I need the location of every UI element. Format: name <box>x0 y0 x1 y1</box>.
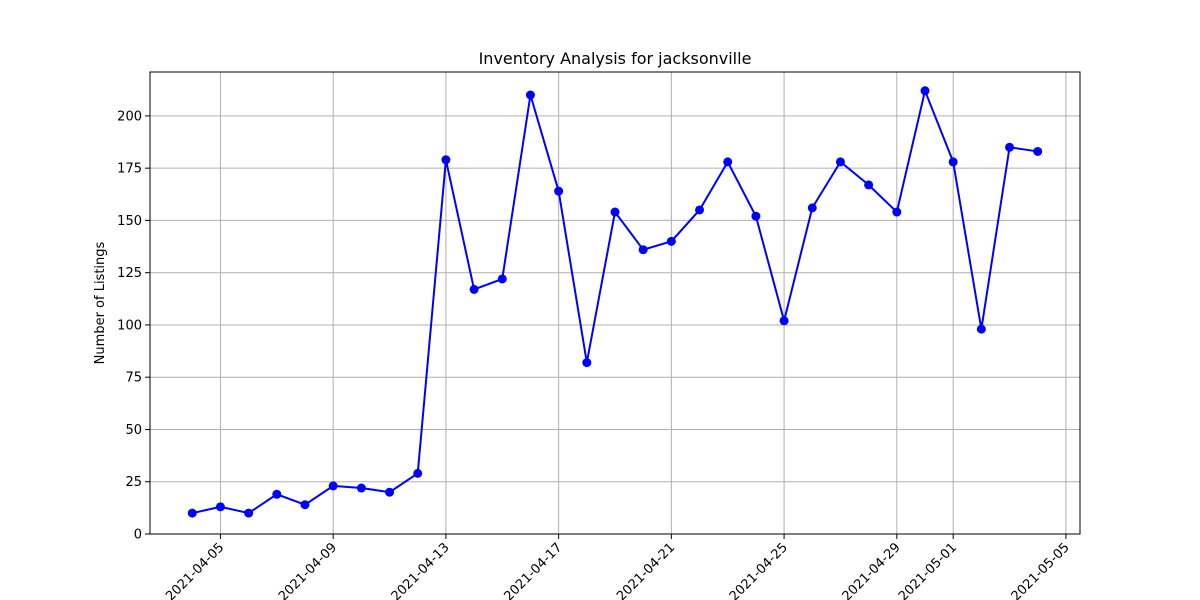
data-point <box>948 157 958 167</box>
y-axis-label: Number of Listings <box>93 241 108 364</box>
data-point <box>244 508 254 518</box>
chart-title: Inventory Analysis for jacksonville <box>479 49 752 68</box>
data-point <box>582 358 592 368</box>
y-tick-label: 100 <box>117 318 142 333</box>
data-point <box>525 90 535 100</box>
data-point <box>356 483 366 493</box>
x-tick-label: 2021-05-01 <box>896 540 960 600</box>
data-point <box>385 487 395 497</box>
data-point <box>779 316 789 326</box>
data-point <box>554 186 564 196</box>
y-tick-label: 150 <box>117 214 142 229</box>
y-tick-label: 200 <box>117 109 142 124</box>
data-point <box>272 489 282 499</box>
data-points <box>187 86 1043 518</box>
data-point <box>751 211 761 221</box>
data-point <box>864 180 874 190</box>
x-tick-label: 2021-04-29 <box>840 540 904 600</box>
data-point <box>723 157 733 167</box>
x-tick-label: 2021-04-17 <box>501 540 565 600</box>
data-point <box>413 468 423 478</box>
x-tick-label: 2021-04-13 <box>389 540 453 600</box>
data-point <box>610 207 620 217</box>
x-tick-label: 2021-04-09 <box>276 540 340 600</box>
data-point <box>441 155 451 165</box>
data-point <box>187 508 197 518</box>
x-tick-label: 2021-05-05 <box>1009 540 1073 600</box>
x-tick-label: 2021-04-25 <box>727 540 791 600</box>
series-line <box>192 87 1038 515</box>
y-tick-label: 75 <box>125 371 142 386</box>
y-tick-label: 0 <box>134 528 142 543</box>
y-tick-label: 125 <box>117 266 142 281</box>
data-point <box>1005 142 1015 152</box>
data-point <box>215 502 225 512</box>
data-point <box>920 86 930 96</box>
data-point <box>638 245 648 255</box>
data-point <box>695 205 705 215</box>
x-axis-ticks: 2021-04-05 2021-04-09 2021-04-13 2021-04-17… <box>163 534 1073 600</box>
x-tick-label: 2021-04-21 <box>614 540 678 600</box>
data-point <box>1033 146 1043 156</box>
data-point <box>835 157 845 167</box>
x-tick-label: 2021-04-05 <box>163 540 227 600</box>
data-point <box>666 236 676 246</box>
data-point <box>497 274 507 284</box>
plot-frame <box>149 71 1081 535</box>
grid-lines <box>150 72 1080 535</box>
data-point <box>328 481 338 491</box>
data-point <box>807 203 817 213</box>
data-point <box>976 324 986 334</box>
y-axis-ticks: 0 25 50 75 100 125 150 175 200 <box>117 109 150 543</box>
data-point <box>300 500 310 510</box>
y-tick-label: 175 <box>117 162 142 177</box>
y-tick-label: 25 <box>125 475 142 490</box>
data-point <box>892 207 902 217</box>
series-line-group <box>192 87 1038 515</box>
data-point <box>469 284 479 294</box>
y-tick-label: 50 <box>125 423 142 438</box>
